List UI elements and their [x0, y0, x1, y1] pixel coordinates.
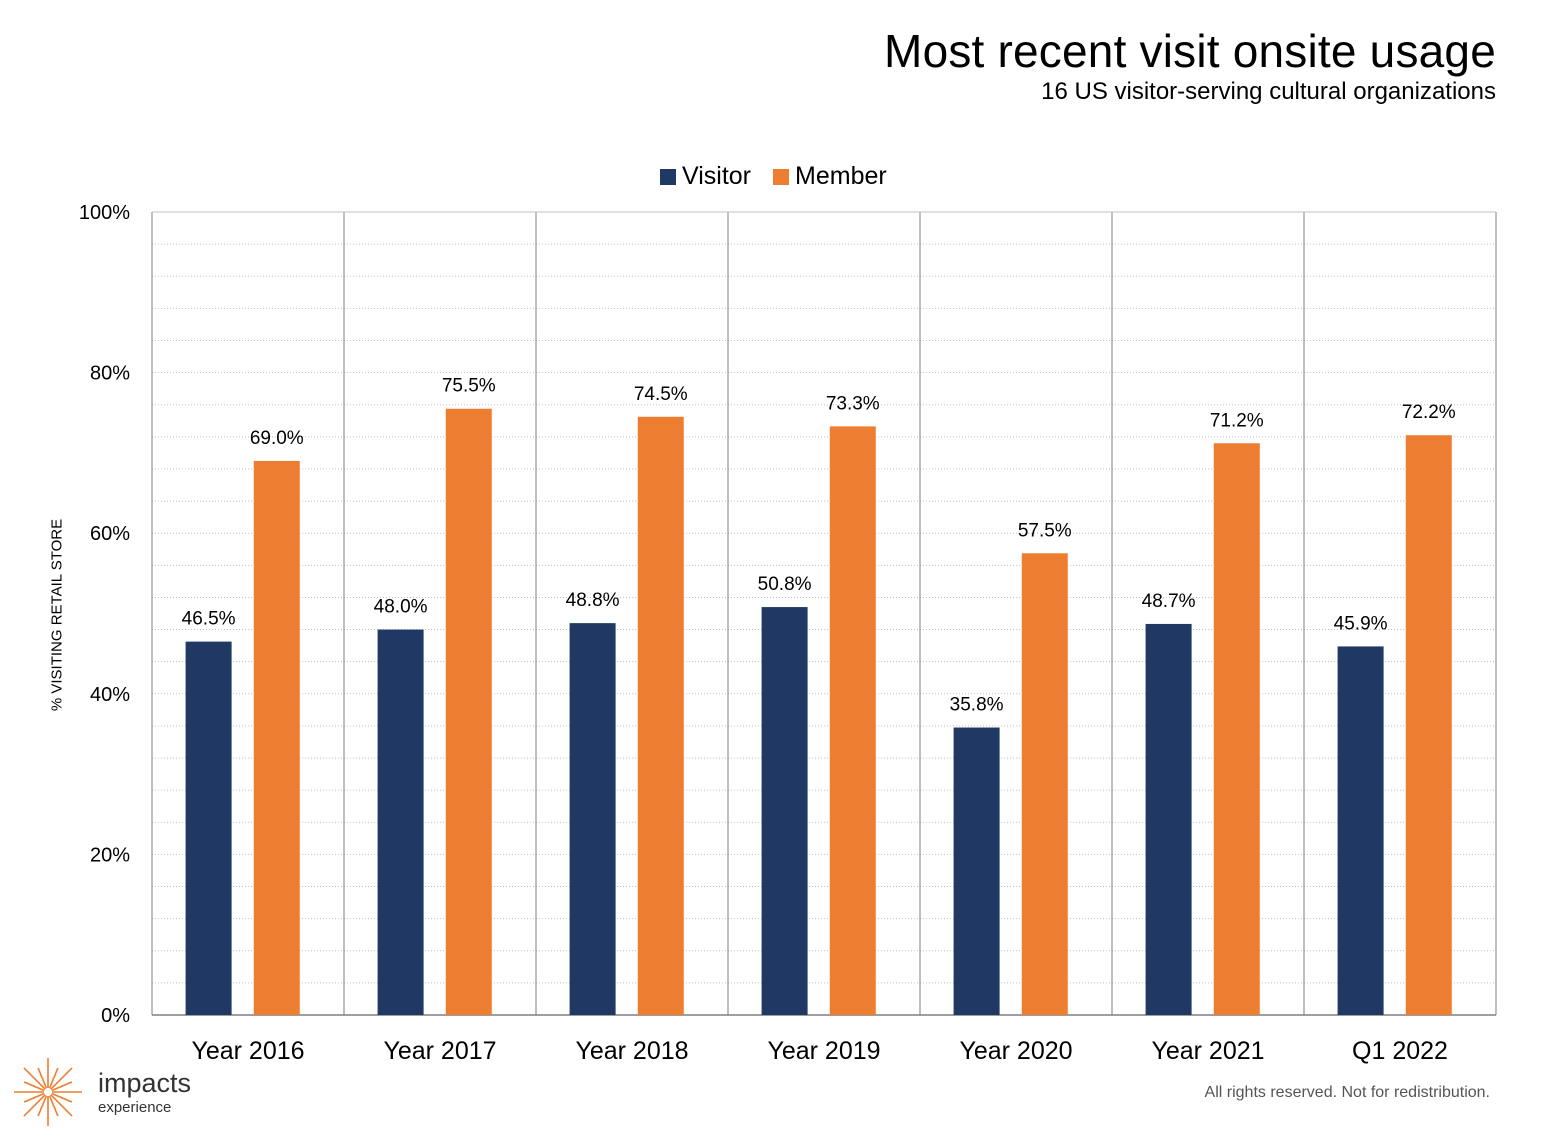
legend-label-member: Member	[795, 162, 887, 190]
data-label-visitor: 48.8%	[566, 590, 620, 611]
impacts-logo: impacts experience	[8, 1052, 191, 1132]
bar-visitor	[953, 727, 1000, 1015]
bar-visitor	[761, 607, 808, 1015]
starburst-ray	[37, 1067, 48, 1089]
x-tick-label: Year 2016	[191, 1037, 304, 1065]
data-label-member: 74.5%	[634, 384, 688, 405]
bar-member	[637, 416, 684, 1015]
x-tick-label: Q1 2022	[1352, 1037, 1448, 1065]
bar-visitor	[569, 623, 616, 1015]
chart-title: Most recent visit onsite usage	[884, 25, 1496, 77]
bar-visitor	[1337, 646, 1384, 1015]
y-tick-label: 40%	[90, 684, 130, 706]
starburst-ray	[50, 1067, 73, 1090]
starburst-ray	[48, 1067, 59, 1089]
starburst-ray	[37, 1095, 48, 1117]
bar-member	[253, 460, 300, 1015]
data-label-member: 69.0%	[250, 428, 304, 449]
bar-visitor	[377, 629, 424, 1015]
data-label-visitor: 48.7%	[1142, 591, 1196, 612]
data-label-visitor: 45.9%	[1334, 613, 1388, 634]
y-tick-label: 0%	[101, 1005, 130, 1027]
data-label-member: 72.2%	[1402, 402, 1456, 423]
starburst-ray	[48, 1095, 59, 1117]
logo-sub: experience	[98, 1098, 172, 1116]
bar-visitor	[1145, 623, 1192, 1015]
starburst-ray	[23, 1067, 46, 1090]
data-label-visitor: 35.8%	[950, 695, 1004, 716]
starburst-ray	[23, 1094, 46, 1117]
starburst-ray	[23, 1081, 45, 1092]
chart-subtitle: 16 US visitor-serving cultural organizat…	[1041, 78, 1496, 105]
y-tick-label: 60%	[90, 523, 130, 545]
y-tick-label: 20%	[90, 844, 130, 866]
data-label-member: 71.2%	[1210, 410, 1264, 431]
logo-name: impacts	[98, 1067, 192, 1098]
y-tick-label: 100%	[79, 202, 130, 224]
starburst-icon	[14, 1058, 82, 1126]
legend-label-visitor: Visitor	[682, 162, 752, 190]
data-label-visitor: 50.8%	[758, 574, 812, 595]
data-label-visitor: 46.5%	[182, 609, 236, 630]
starburst-ray	[23, 1092, 45, 1103]
chart-legend: Visitor Member	[660, 162, 887, 191]
starburst-ray	[51, 1081, 73, 1092]
starburst-ray	[51, 1092, 73, 1103]
data-label-member: 57.5%	[1018, 520, 1072, 541]
bar-visitor	[185, 641, 232, 1015]
legend-swatch-member	[773, 168, 790, 185]
rights-notice: All rights reserved. Not for redistribut…	[1204, 1084, 1490, 1101]
bar-member	[1405, 435, 1452, 1015]
bar-member	[829, 426, 876, 1015]
x-tick-label: Year 2021	[1151, 1037, 1264, 1065]
legend-item-visitor: Visitor	[660, 162, 751, 191]
bar-member	[1213, 443, 1260, 1015]
starburst-ray	[50, 1094, 73, 1117]
x-tick-label: Year 2020	[959, 1037, 1072, 1065]
x-tick-label: Year 2017	[383, 1037, 496, 1065]
bar-member	[445, 408, 492, 1015]
data-label-member: 75.5%	[442, 376, 496, 397]
bar-member	[1021, 553, 1068, 1015]
x-tick-label: Year 2018	[575, 1037, 688, 1065]
data-label-visitor: 48.0%	[374, 597, 428, 618]
data-label-member: 73.3%	[826, 393, 880, 414]
legend-item-member: Member	[773, 162, 887, 191]
y-tick-label: 80%	[90, 363, 130, 385]
x-tick-label: Year 2019	[767, 1037, 880, 1065]
legend-swatch-visitor	[660, 168, 676, 185]
